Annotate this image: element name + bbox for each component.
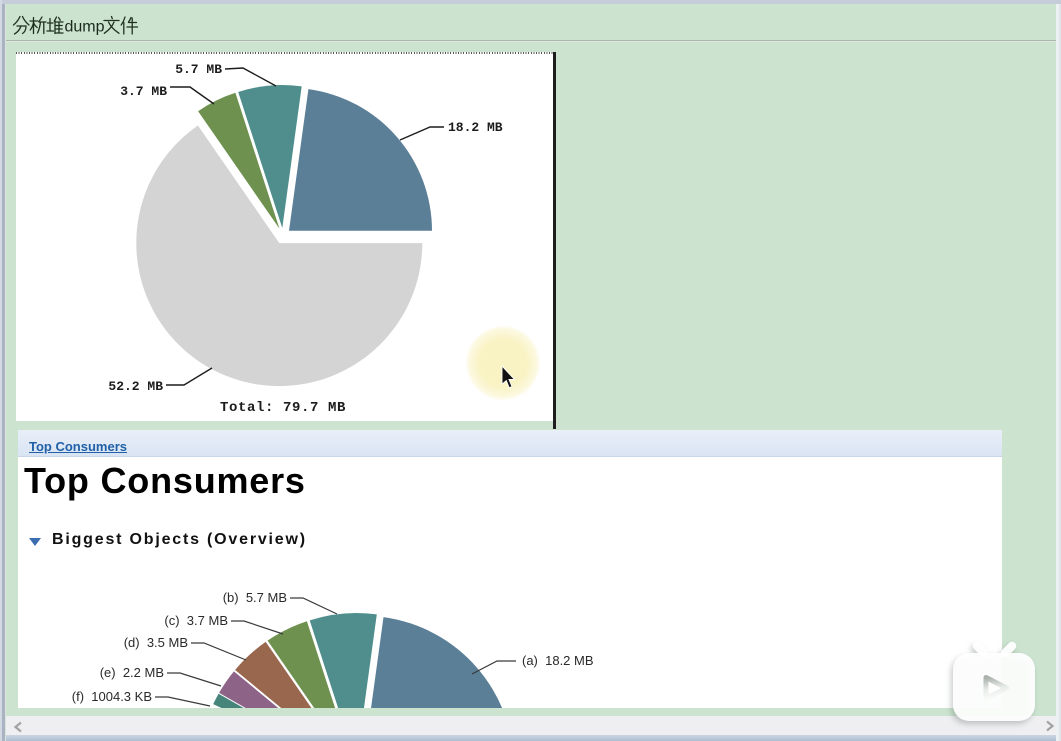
svg-text:18.2 MB: 18.2 MB <box>448 120 503 135</box>
svg-text:(c) 3.7 MB: (c) 3.7 MB <box>164 613 228 628</box>
svg-text:52.2 MB: 52.2 MB <box>108 379 163 394</box>
svg-text:(f) 1004.3 KB: (f) 1004.3 KB <box>72 689 152 704</box>
svg-text:dump: dump <box>65 19 105 36</box>
svg-text:(a) 18.2 MB: (a) 18.2 MB <box>522 653 594 668</box>
svg-text:(e) 2.2 MB: (e) 2.2 MB <box>100 665 164 680</box>
svg-text:5.7 MB: 5.7 MB <box>175 62 222 77</box>
svg-text:(d) 3.5 MB: (d) 3.5 MB <box>124 635 188 650</box>
svg-text:Total: 79.7 MB: Total: 79.7 MB <box>220 400 346 416</box>
svg-text:3.7 MB: 3.7 MB <box>120 84 167 99</box>
svg-text:(b) 5.7 MB: (b) 5.7 MB <box>223 590 287 605</box>
